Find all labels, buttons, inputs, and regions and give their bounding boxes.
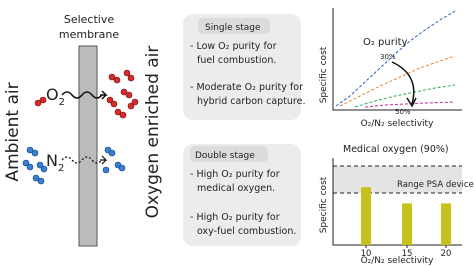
membrane-label: membrane <box>59 28 119 41</box>
x-axis-label: O₂/N₂ selectivity <box>361 256 435 266</box>
stage-line: - High O₂ purity for <box>190 169 280 180</box>
n2-arrow <box>61 156 103 164</box>
n2-label: N2 <box>46 151 64 174</box>
membrane <box>78 45 98 247</box>
psa-band <box>333 166 462 193</box>
axes <box>332 158 462 246</box>
stage-text: - Low O₂ purity for fuel combustion. - M… <box>190 41 306 107</box>
legend-title: O₂ purity <box>363 37 408 48</box>
chart-title: Medical oxygen (90%) <box>343 144 449 155</box>
membrane-label: Selective <box>64 13 115 26</box>
o2-arrow <box>61 91 103 99</box>
stage-box <box>183 14 301 120</box>
stage-line: - Low O₂ purity for <box>190 41 277 52</box>
x-tick-label: 20 <box>441 249 452 259</box>
y-axis-label: Specific cost <box>319 176 329 233</box>
curve <box>339 55 456 107</box>
arrow-head <box>100 90 108 100</box>
curve <box>364 101 456 108</box>
stage-title: Double stage <box>195 151 255 161</box>
stage-line: medical oxygen. <box>197 183 275 194</box>
x-tick-label: 15 <box>402 249 413 259</box>
stage-title-bg <box>198 18 270 34</box>
stage-line: fuel combustion. <box>197 55 276 66</box>
stage-title: Single stage <box>205 23 261 33</box>
curve <box>354 84 456 108</box>
trend-arrow <box>391 61 415 105</box>
bar <box>441 203 451 245</box>
stage-text: - High O₂ purity for medical oxygen. - H… <box>190 169 296 237</box>
x-axis-label: O₂/N₂ selectivity <box>361 119 435 129</box>
arrow-head <box>406 97 417 108</box>
outlet-label: Oxygen enriched air <box>143 46 163 219</box>
stage-title-bg <box>190 146 268 162</box>
curve-label: 30% <box>380 53 396 61</box>
arrow-head <box>100 155 108 165</box>
stage-line: - Moderate O₂ purity for <box>190 82 303 93</box>
y-axis-label: Specific cost <box>319 46 329 103</box>
bar <box>361 187 371 245</box>
stage-line: - High O₂ purity for <box>190 212 280 223</box>
o2-label: O2 <box>46 85 65 108</box>
inlet-label: Ambient air <box>3 82 23 181</box>
bar <box>402 203 412 245</box>
axes <box>332 8 462 111</box>
stage-line: hybrid carbon capture. <box>197 96 306 107</box>
stage-line: oxy-fuel combustion. <box>197 226 296 237</box>
bars: 10 15 20 <box>361 187 452 259</box>
o2-molecules <box>34 69 139 119</box>
curve-label: 50% <box>395 108 411 116</box>
stage-box <box>183 144 301 246</box>
n2-molecules <box>22 146 126 185</box>
x-tick-label: 10 <box>361 249 372 259</box>
band-label: Range PSA devices <box>397 180 474 190</box>
